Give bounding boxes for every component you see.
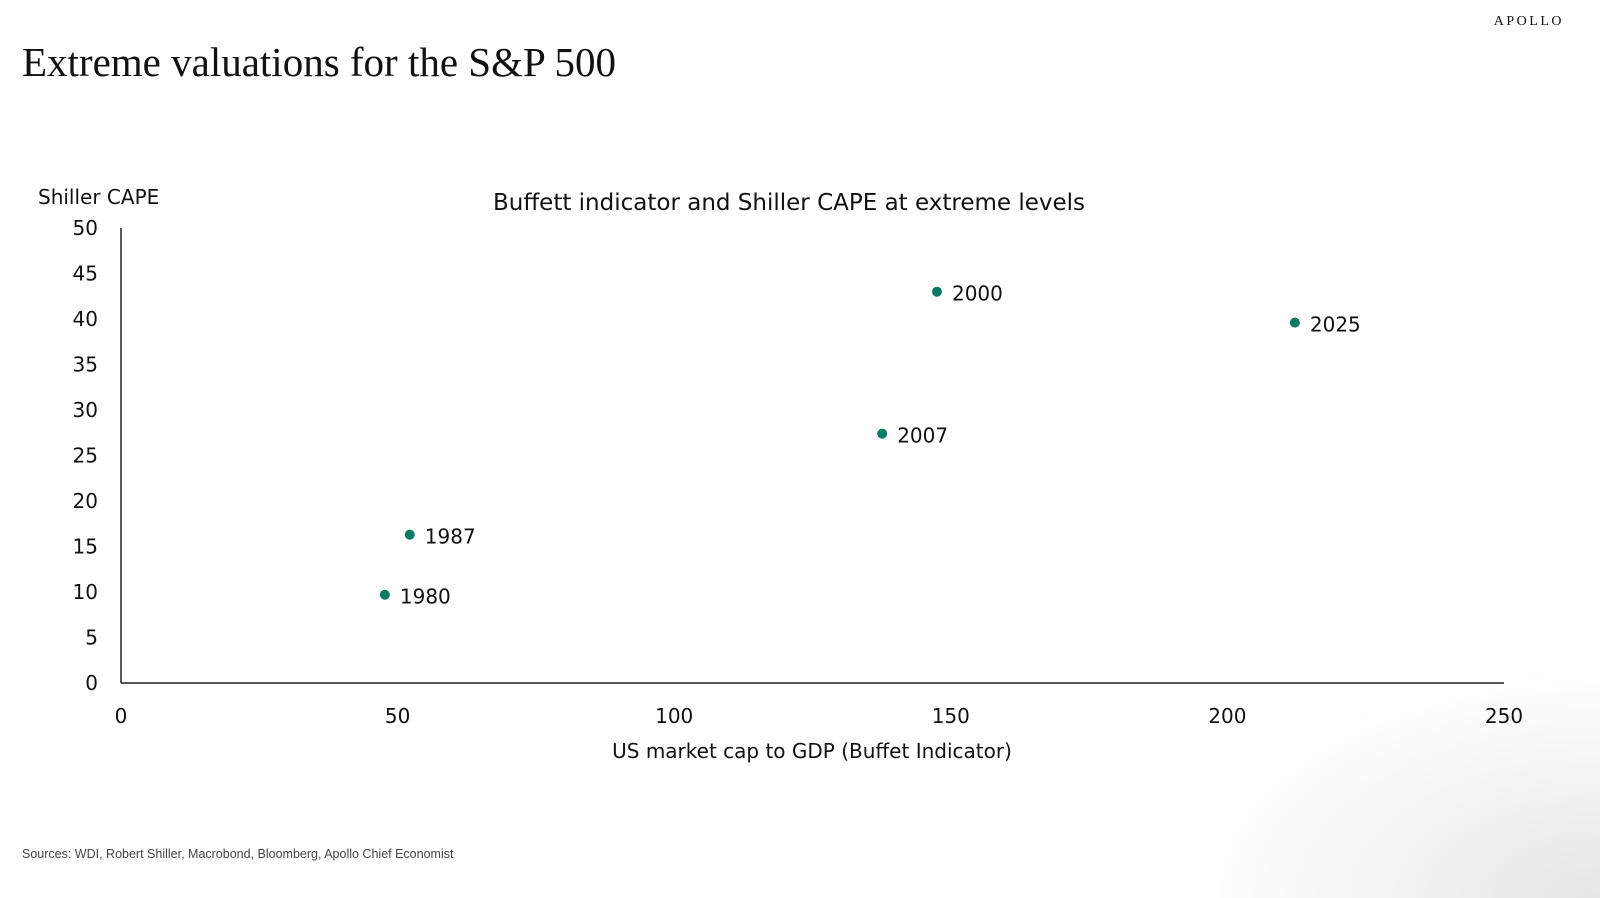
y-tick-label: 0 [85, 671, 98, 695]
apollo-logo: APOLLO [1493, 14, 1564, 29]
y-tick-label: 5 [85, 626, 98, 650]
page-title: Extreme valuations for the S&P 500 [22, 39, 617, 85]
data-label: 1980 [400, 585, 451, 609]
x-tick-label: 150 [932, 704, 970, 728]
x-axis-label: US market cap to GDP (Buffet Indicator) [612, 739, 1012, 763]
data-label: 2000 [952, 282, 1003, 306]
x-tick-label: 200 [1208, 704, 1246, 728]
chart-title: Buffett indicator and Shiller CAPE at ex… [493, 190, 1085, 216]
y-tick-label: 20 [73, 489, 98, 513]
y-tick-label: 10 [73, 580, 98, 604]
y-tick-label: 25 [73, 444, 98, 468]
data-point [1289, 317, 1300, 328]
sources-note: Sources: WDI, Robert Shiller, Macrobond,… [22, 847, 454, 861]
y-tick-label: 35 [73, 353, 98, 377]
data-label: 2025 [1310, 313, 1361, 337]
y-tick-label: 50 [73, 216, 98, 240]
data-point [404, 529, 415, 540]
data-point [931, 286, 942, 297]
y-axis-label: Shiller CAPE [38, 185, 159, 209]
y-tick-label: 30 [73, 398, 98, 422]
data-label: 1987 [425, 525, 476, 549]
data-point [379, 589, 390, 600]
x-tick-label: 50 [385, 704, 410, 728]
y-tick-label: 15 [73, 535, 98, 559]
x-tick-label: 0 [115, 704, 128, 728]
y-tick-label: 45 [73, 262, 98, 286]
x-tick-label: 100 [655, 704, 693, 728]
data-label: 2007 [897, 424, 948, 448]
x-tick-label: 250 [1485, 704, 1523, 728]
y-tick-label: 40 [73, 307, 98, 331]
data-point [877, 428, 888, 439]
